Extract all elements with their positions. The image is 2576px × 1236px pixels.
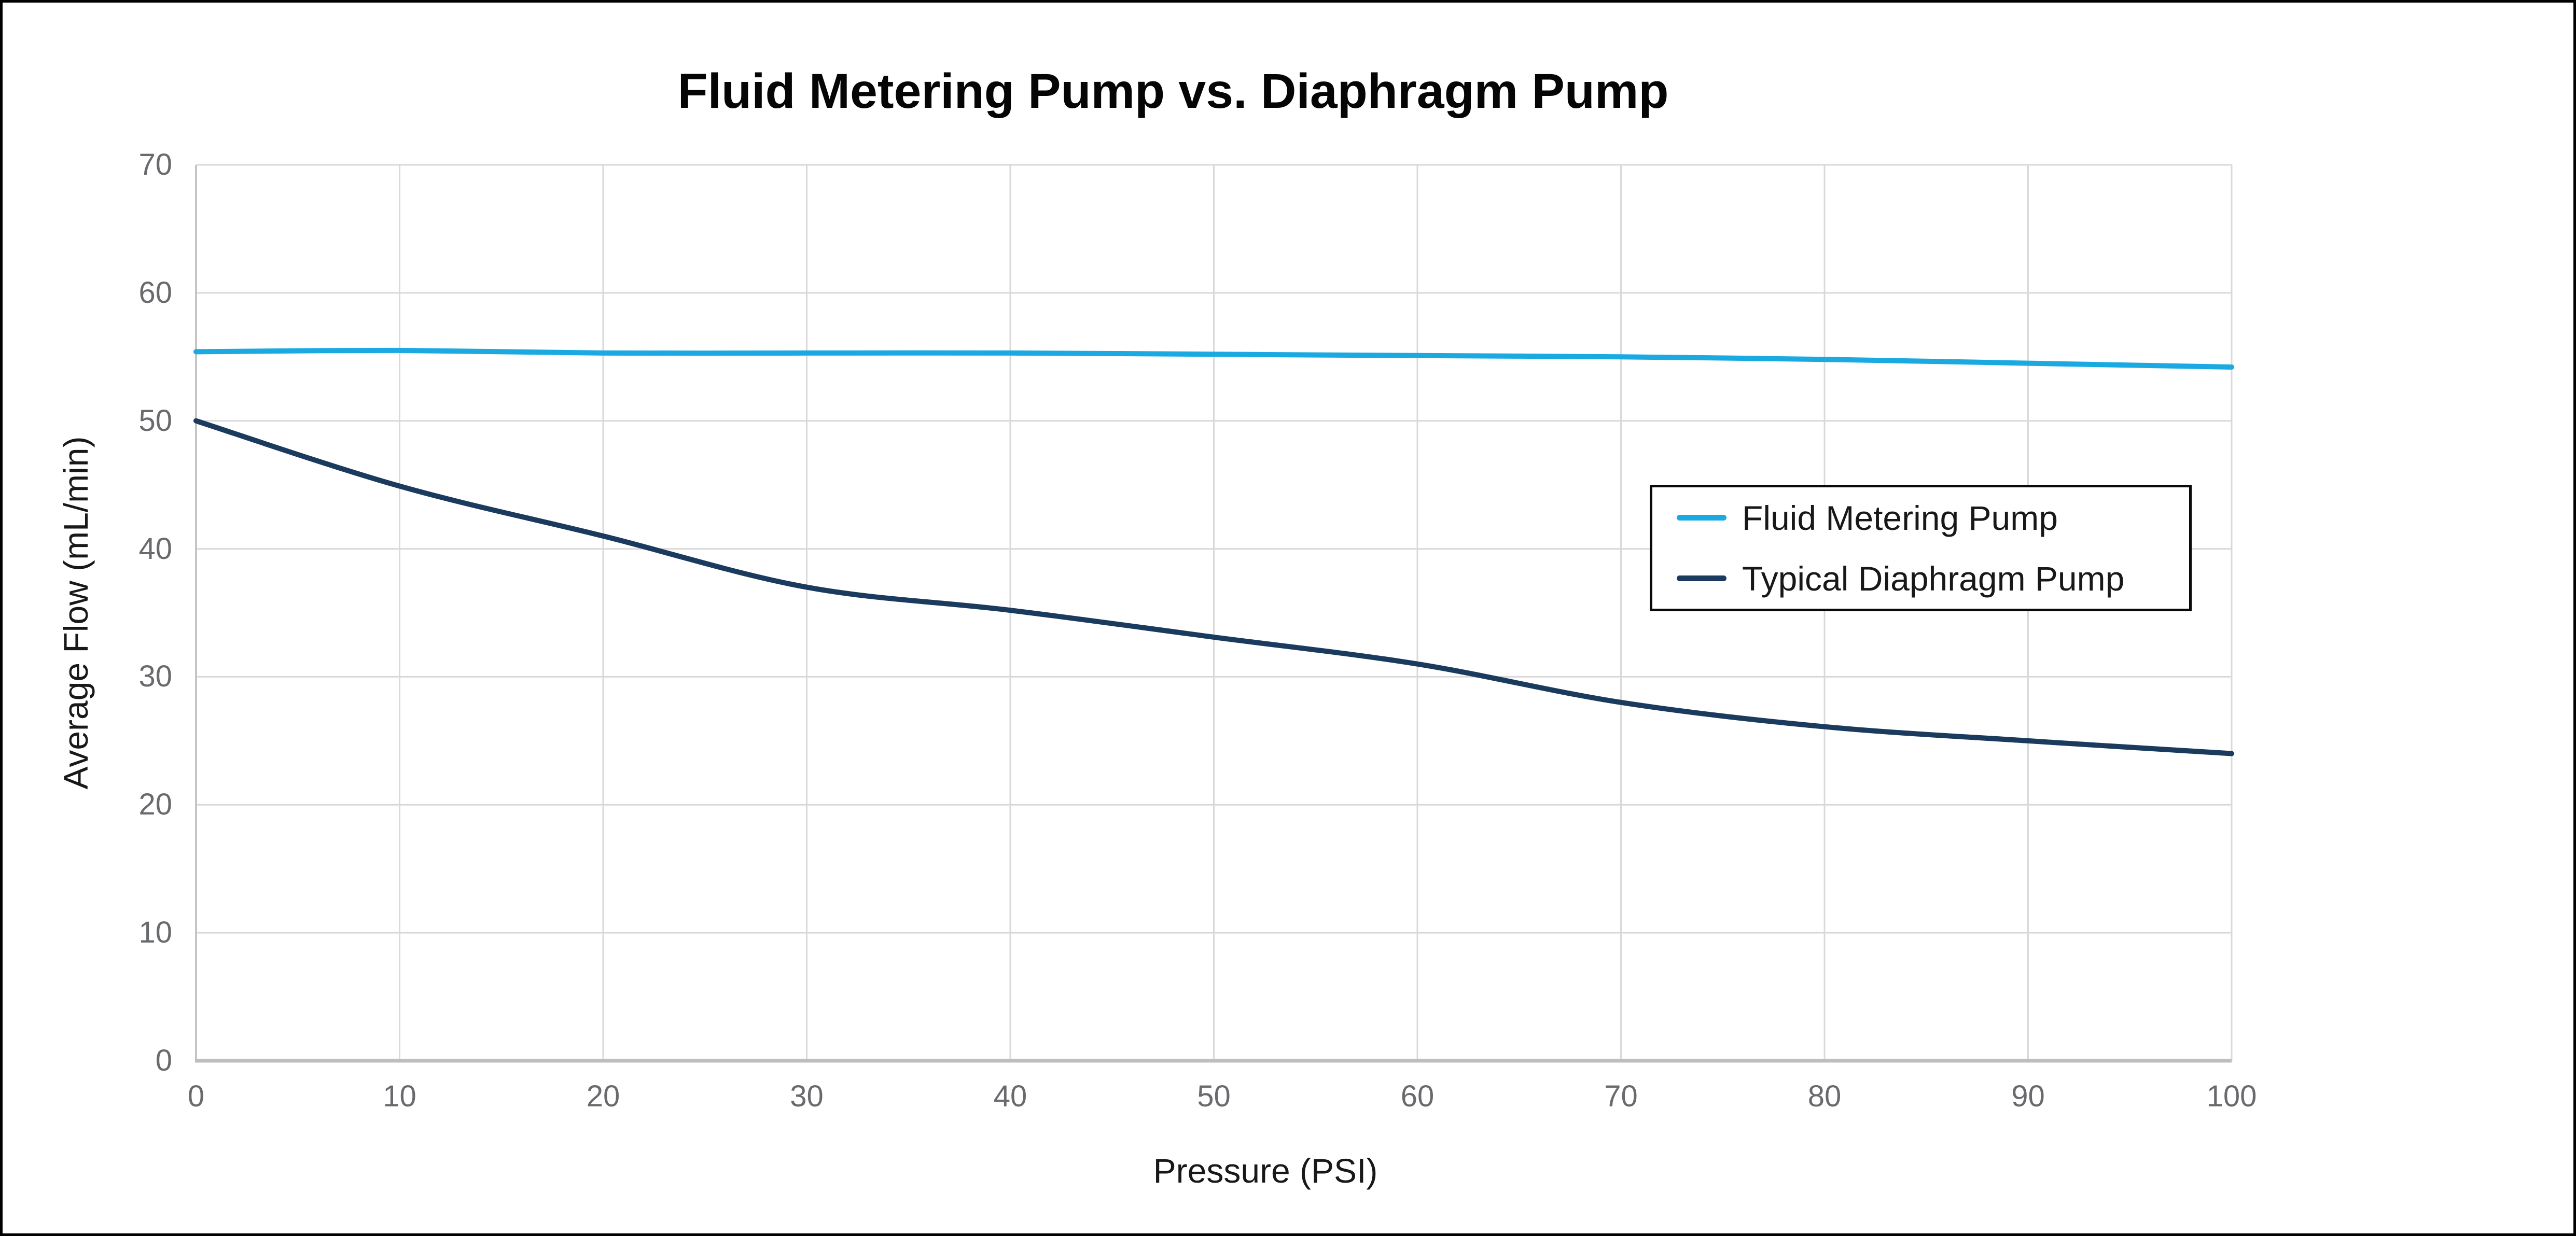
x-tick-label: 0	[187, 1079, 205, 1113]
legend: Fluid Metering Pump Typical Diaphragm Pum…	[1650, 485, 2192, 611]
y-tick-label: 70	[138, 148, 172, 181]
x-tick-label: 70	[1604, 1079, 1638, 1113]
y-tick-label: 0	[155, 1044, 172, 1077]
legend-line-swatch	[1677, 515, 1726, 521]
legend-item-label: Typical Diaphragm Pump	[1742, 559, 2125, 598]
legend-item: Fluid Metering Pump	[1677, 487, 2189, 548]
x-tick-label: 30	[790, 1079, 824, 1113]
y-axis-title: Average Flow (mL/min)	[57, 436, 95, 790]
x-tick-label: 40	[993, 1079, 1027, 1113]
x-tick-label: 90	[2011, 1079, 2045, 1113]
chart-title: Fluid Metering Pump vs. Diaphragm Pump	[677, 64, 1669, 119]
legend-item: Typical Diaphragm Pump	[1677, 548, 2189, 609]
y-tick-label: 10	[138, 916, 172, 950]
y-tick-label: 60	[138, 275, 172, 310]
x-tick-label: 20	[586, 1079, 620, 1113]
x-tick-label: 10	[383, 1079, 416, 1113]
x-tick-label: 60	[1400, 1079, 1435, 1113]
x-axis-title: Pressure (PSI)	[1153, 1151, 1378, 1190]
y-tick-label: 40	[138, 531, 172, 566]
y-tick-label: 20	[138, 788, 172, 822]
legend-line-swatch	[1677, 575, 1726, 581]
legend-item-label: Fluid Metering Pump	[1742, 498, 2058, 537]
y-tick-label: 30	[138, 659, 172, 694]
series-line-fluid-metering-pump	[193, 347, 2234, 370]
x-tick-label: 80	[1807, 1079, 1842, 1113]
x-tick-label: 100	[2206, 1079, 2257, 1113]
x-tick-label: 50	[1197, 1079, 1231, 1113]
series-line-typical-diaphragm-pump	[193, 418, 2234, 756]
y-tick-label: 50	[138, 403, 172, 438]
